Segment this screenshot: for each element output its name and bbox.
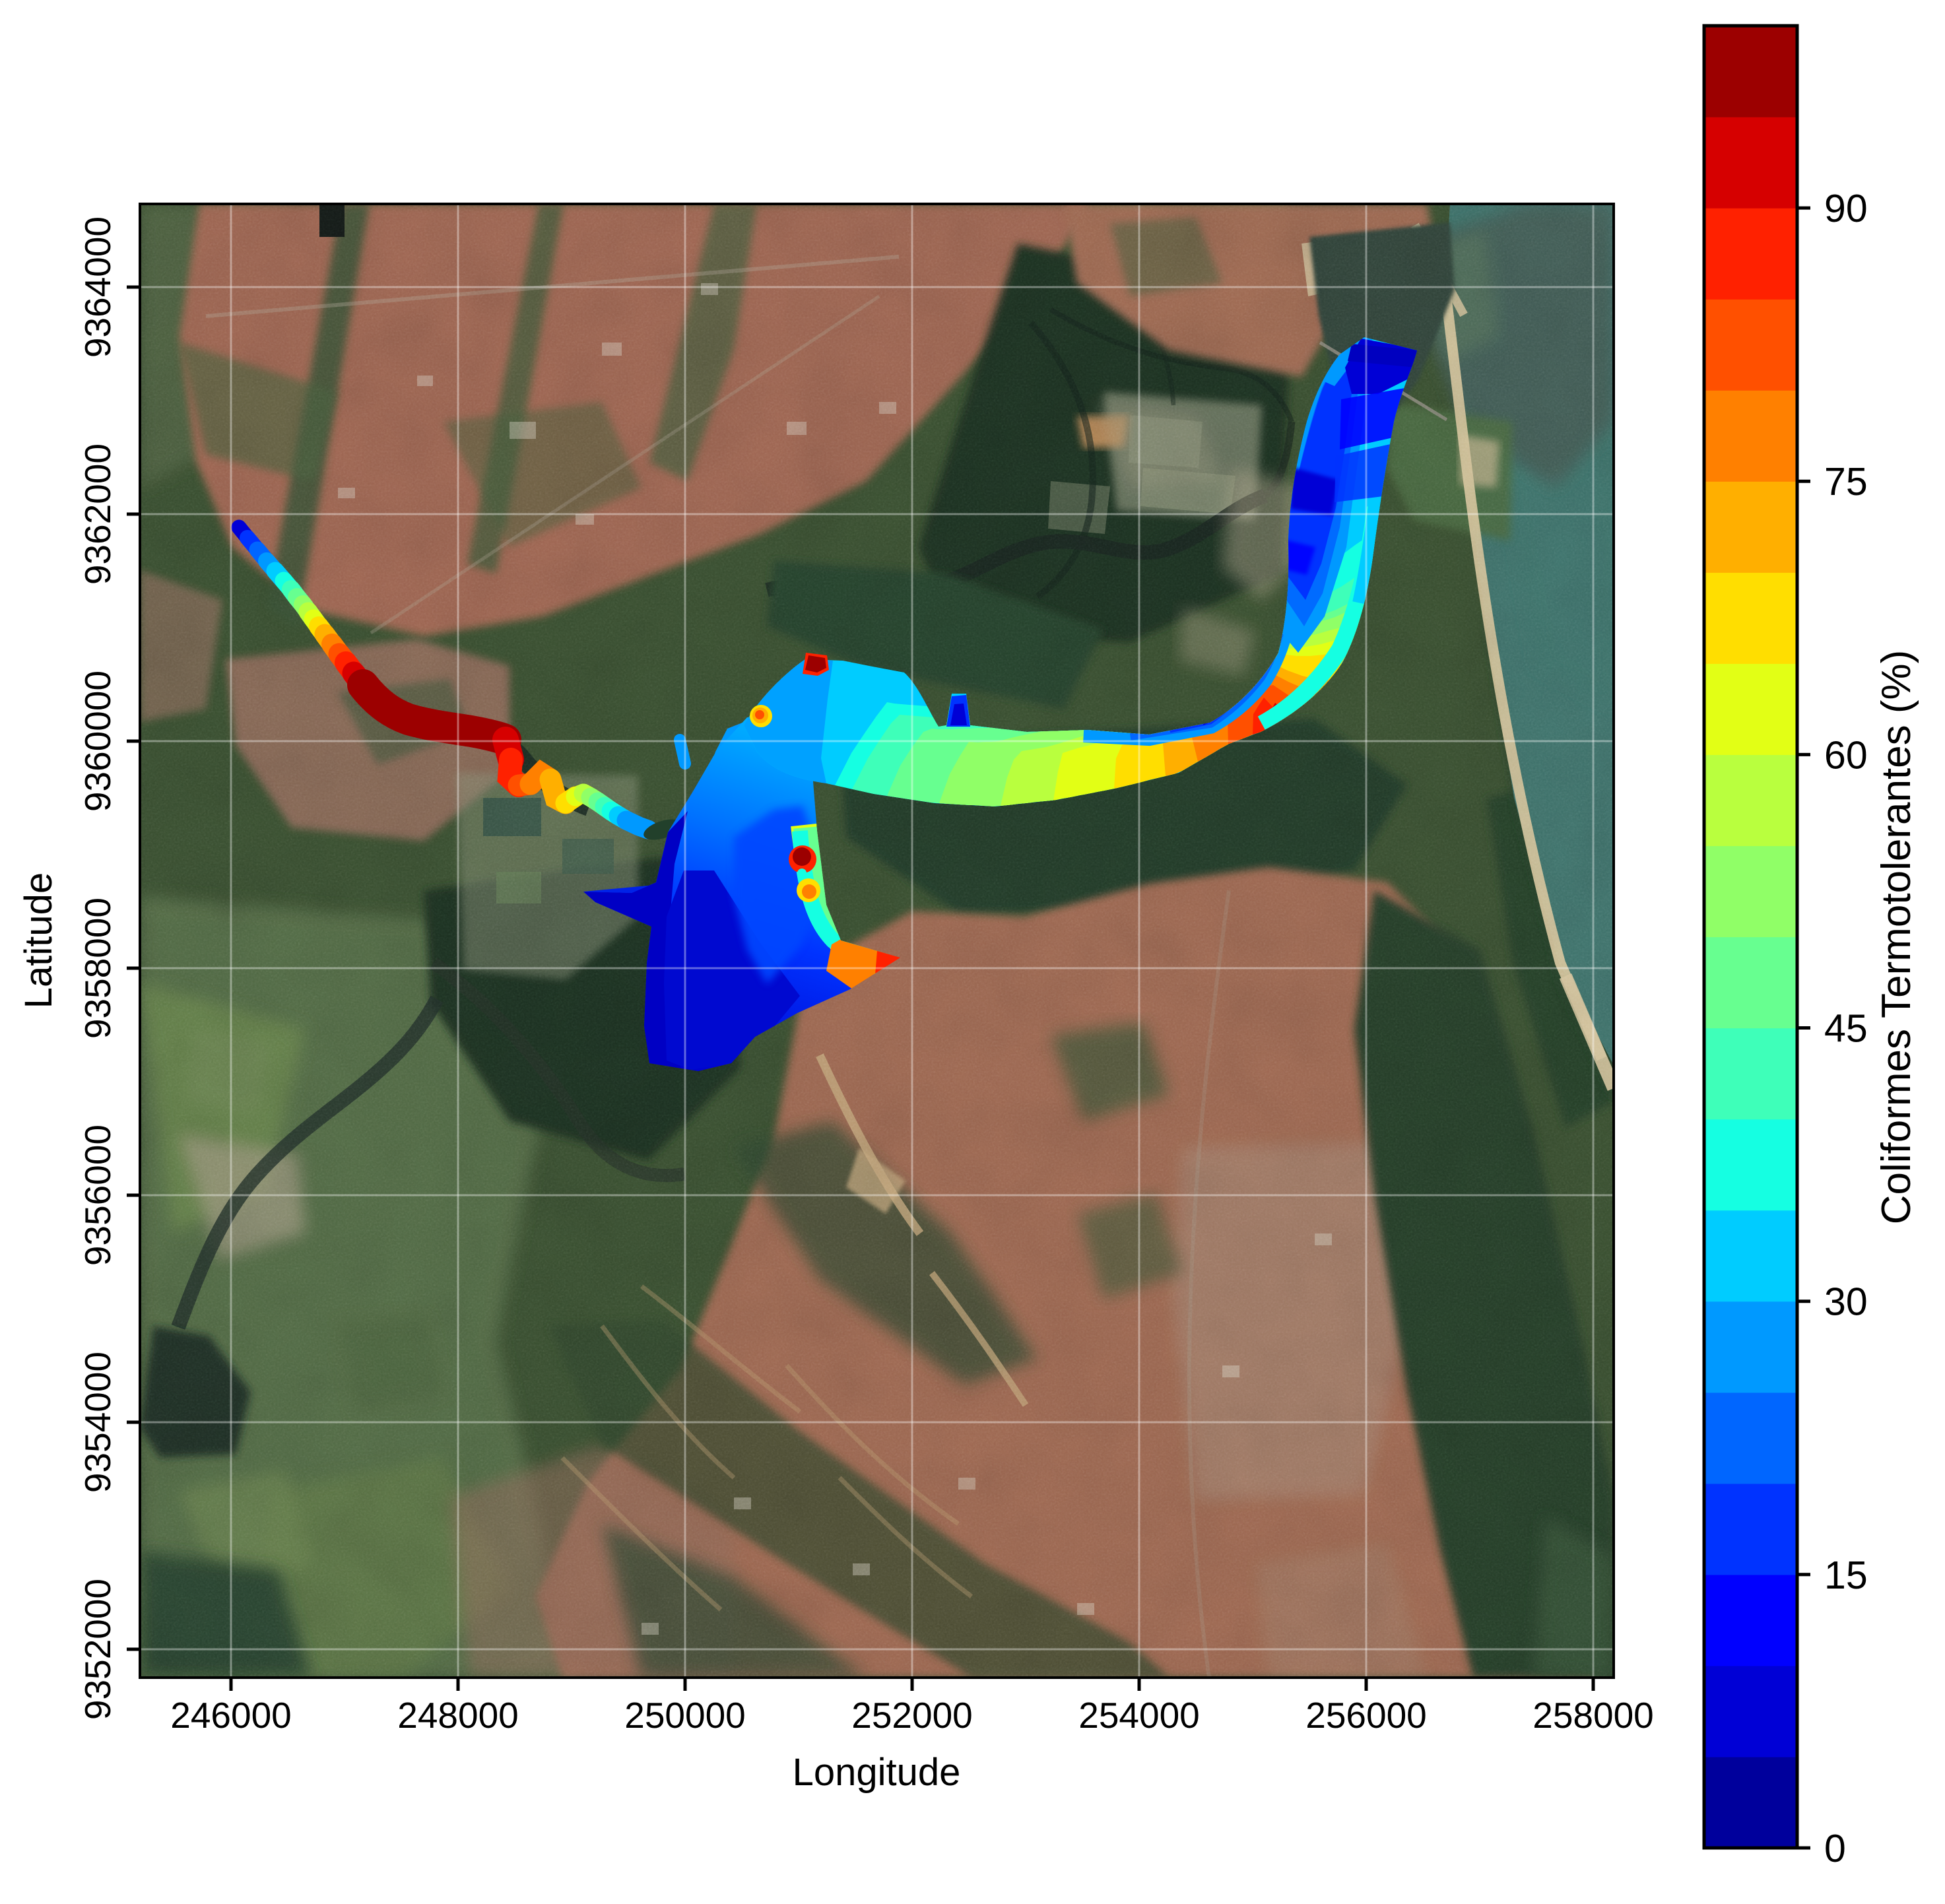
svg-text:248000: 248000 xyxy=(397,1695,519,1736)
svg-text:9364000: 9364000 xyxy=(77,216,118,358)
svg-text:30: 30 xyxy=(1824,1280,1868,1324)
svg-text:90: 90 xyxy=(1824,187,1868,230)
svg-text:252000: 252000 xyxy=(851,1695,973,1736)
svg-text:254000: 254000 xyxy=(1078,1695,1200,1736)
svg-text:9352000: 9352000 xyxy=(77,1579,118,1720)
svg-text:15: 15 xyxy=(1824,1554,1868,1597)
svg-text:9362000: 9362000 xyxy=(77,443,118,585)
svg-text:0: 0 xyxy=(1824,1827,1846,1870)
svg-text:Longitude: Longitude xyxy=(793,1751,961,1794)
svg-text:9358000: 9358000 xyxy=(77,898,118,1039)
svg-text:Latitude: Latitude xyxy=(17,872,60,1008)
svg-text:9356000: 9356000 xyxy=(77,1125,118,1266)
svg-text:9360000: 9360000 xyxy=(77,671,118,812)
svg-text:75: 75 xyxy=(1824,460,1868,504)
svg-text:60: 60 xyxy=(1824,733,1868,777)
svg-text:Coliformes Termotolerantes (%): Coliformes Termotolerantes (%) xyxy=(1874,650,1919,1225)
svg-text:256000: 256000 xyxy=(1305,1695,1427,1736)
svg-text:9354000: 9354000 xyxy=(77,1352,118,1493)
svg-text:258000: 258000 xyxy=(1533,1695,1654,1736)
svg-text:250000: 250000 xyxy=(624,1695,746,1736)
svg-text:45: 45 xyxy=(1824,1007,1868,1051)
svg-text:246000: 246000 xyxy=(170,1695,292,1736)
